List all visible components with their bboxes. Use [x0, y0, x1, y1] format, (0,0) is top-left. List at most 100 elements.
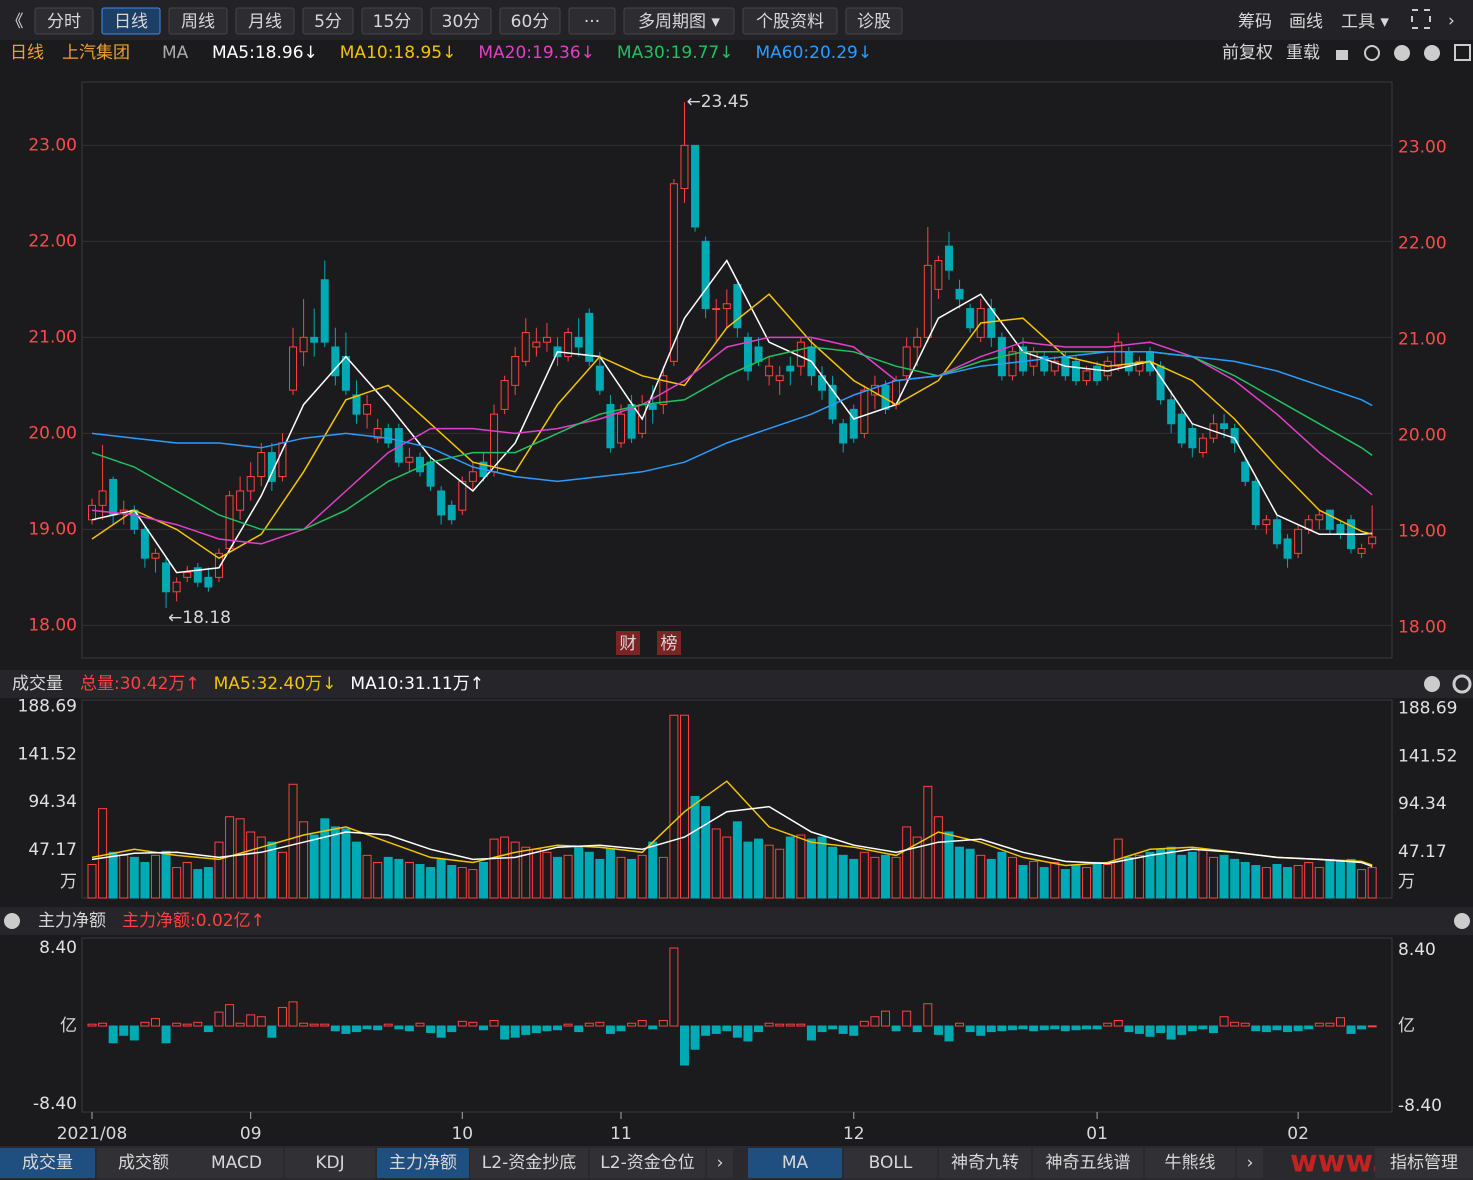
tab[interactable]: 主力净额 [389, 1153, 457, 1173]
volume-bar [870, 856, 880, 899]
toolbar-button-bg[interactable] [34, 7, 94, 35]
toolbar-button-bg[interactable] [235, 7, 295, 35]
event-marker-bg[interactable] [616, 631, 640, 655]
close-icon[interactable] [1454, 913, 1470, 929]
toolbar-button[interactable]: 30分 [442, 12, 481, 32]
toolbar-button-bg[interactable] [430, 7, 492, 35]
tab[interactable]: › [1247, 1153, 1254, 1173]
toolbar-button[interactable]: 多周期图 ▾ [638, 12, 720, 32]
toolbar-button[interactable]: 5分 [314, 12, 342, 32]
toolbar-button-bg[interactable] [623, 7, 735, 35]
tab-bg[interactable] [590, 1148, 705, 1178]
toolbar-right[interactable]: 工具 ▾ [1341, 12, 1389, 32]
candle-body [1082, 370, 1091, 382]
tab[interactable]: MACD [211, 1153, 262, 1173]
tab-bg[interactable] [377, 1148, 469, 1178]
flow-bar [1367, 1025, 1377, 1028]
tab-bg[interactable] [285, 1148, 375, 1178]
tab-bg[interactable] [844, 1148, 937, 1178]
tab-bg[interactable] [1237, 1148, 1263, 1178]
candle-body [913, 336, 922, 348]
tab[interactable]: 神奇五线谱 [1046, 1153, 1131, 1173]
toolbar-button[interactable]: 月线 [248, 12, 282, 32]
more-icon[interactable]: › [1448, 11, 1455, 31]
volume-bar [1283, 867, 1293, 899]
flow-bar [1050, 1025, 1060, 1030]
toolbar-button-bg[interactable] [101, 7, 161, 35]
toolbar-button-bg[interactable] [499, 7, 561, 35]
toolbar-button[interactable]: 日线 [114, 12, 148, 32]
toolbar-button[interactable]: 周线 [181, 12, 215, 32]
tab-bg[interactable] [470, 1148, 588, 1178]
toolbar-button[interactable]: ··· [584, 12, 600, 32]
toolbar-button-bg[interactable] [168, 7, 228, 35]
flow-bar [468, 1021, 478, 1027]
zoom-in-icon[interactable] [1394, 45, 1410, 61]
flow-bar [1208, 1025, 1218, 1034]
tab-bg[interactable] [939, 1148, 1031, 1178]
toolbar-button-bg[interactable] [742, 7, 838, 35]
toolbar-right[interactable]: 画线 [1289, 12, 1323, 32]
tab-bg[interactable] [707, 1148, 733, 1178]
lock-icon[interactable] [1336, 50, 1348, 60]
tab[interactable]: L2-资金抄底 [482, 1153, 576, 1173]
tab[interactable]: MA [782, 1153, 809, 1173]
tab-bg[interactable] [1375, 1148, 1473, 1178]
reload[interactable]: 重载 [1286, 43, 1320, 63]
toolbar-button[interactable]: 《 [7, 12, 24, 32]
fullscreen-icon[interactable] [1411, 9, 1431, 29]
event-marker-bg[interactable] [657, 631, 681, 655]
tab[interactable]: 指标管理 [1390, 1153, 1458, 1173]
tab-bg[interactable] [748, 1148, 842, 1178]
close-icon[interactable] [1424, 676, 1440, 692]
event-marker[interactable]: 财 [620, 634, 637, 654]
tab-bg[interactable] [1033, 1148, 1143, 1178]
toolbar-button-bg[interactable] [568, 7, 616, 35]
toolbar-right[interactable]: 筹码 [1238, 12, 1272, 32]
candle-body [1071, 360, 1080, 382]
event-marker[interactable]: 榜 [661, 634, 678, 654]
candle-body [944, 245, 953, 271]
tab[interactable]: L2-资金仓位 [600, 1153, 694, 1173]
volume-bar [1198, 848, 1208, 899]
y-tick-label-right: 18.00 [1398, 617, 1447, 637]
tab-bg[interactable] [0, 1148, 95, 1178]
candle-body [1093, 365, 1102, 382]
candle-body [310, 336, 319, 343]
tab-bg[interactable] [1145, 1148, 1235, 1178]
undo-icon[interactable] [1364, 45, 1380, 61]
candle-body [1325, 509, 1334, 530]
flow-bar [182, 1023, 192, 1027]
panel-legend: 主力净额:0.02亿↑ [122, 911, 265, 931]
adjust[interactable]: 前复权 [1222, 43, 1273, 63]
toolbar-button[interactable]: 个股资料 [756, 12, 824, 32]
candle-body [1040, 356, 1049, 372]
settings-icon[interactable] [1452, 674, 1472, 694]
tab[interactable]: BOLL [869, 1153, 913, 1173]
y-tick-label: 188.69 [18, 696, 77, 716]
collapse-icon[interactable] [4, 913, 20, 929]
tab[interactable]: 神奇九转 [951, 1153, 1019, 1173]
toolbar-button-bg[interactable] [302, 7, 354, 35]
layout-icon[interactable] [1454, 44, 1471, 61]
candle-body [1124, 351, 1133, 372]
tab[interactable]: › [717, 1153, 724, 1173]
volume-bar [277, 851, 287, 899]
toolbar-button-bg[interactable] [361, 7, 423, 35]
zoom-out-icon[interactable] [1424, 45, 1440, 61]
toolbar-button-bg[interactable] [845, 7, 903, 35]
toolbar-button[interactable]: 诊股 [857, 12, 891, 32]
tab-bg[interactable] [97, 1148, 190, 1178]
tab[interactable]: KDJ [315, 1153, 344, 1173]
volume-bar [849, 858, 859, 899]
candle-body [151, 552, 160, 559]
tab[interactable]: 成交额 [118, 1153, 169, 1173]
toolbar-button[interactable]: 分时 [47, 12, 81, 32]
volume-bar [1082, 867, 1092, 899]
y-tick-label: 141.52 [18, 744, 77, 764]
tab[interactable]: 成交量 [22, 1153, 73, 1173]
toolbar-button[interactable]: 60分 [511, 12, 550, 32]
tab[interactable]: 牛熊线 [1165, 1153, 1216, 1173]
toolbar-button[interactable]: 15分 [373, 12, 412, 32]
tab-bg[interactable] [190, 1148, 283, 1178]
